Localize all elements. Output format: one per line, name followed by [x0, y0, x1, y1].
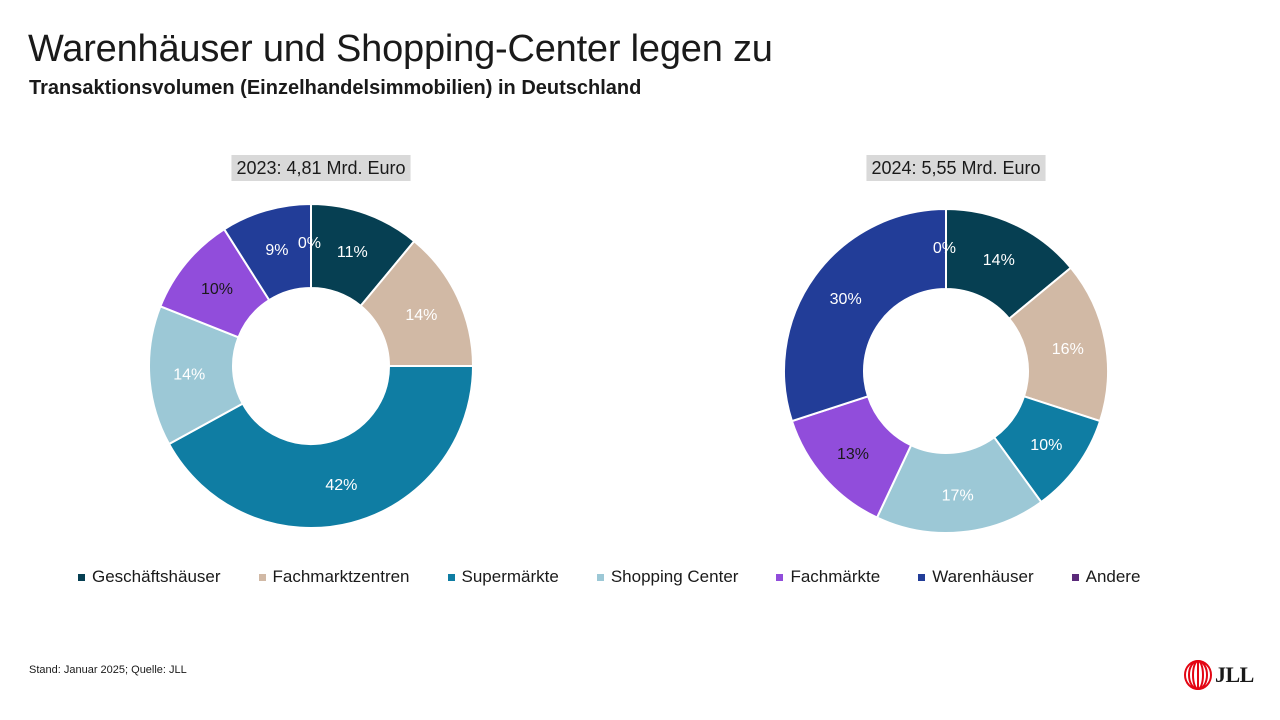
data-label-2-0: 14%: [983, 252, 1015, 269]
data-label-1-2: 42%: [325, 477, 357, 494]
legend-label-2: Supermärkte: [461, 567, 559, 586]
legend-label-5: Warenhäuser: [932, 567, 1034, 586]
data-label-2-4: 13%: [837, 446, 869, 463]
legend-item-2: Supermärkte: [447, 567, 559, 587]
jll-logo-text: JLL: [1215, 662, 1254, 687]
donut-slice-2-5: [783, 207, 947, 423]
donut-slice-2-3: [875, 435, 1043, 534]
data-label-2-3: 17%: [942, 487, 974, 504]
jll-logo-icon: [1184, 660, 1212, 690]
chart-title-2: 2024: 5,55 Mrd. Euro: [866, 155, 1046, 181]
legend-swatch-0: [78, 573, 85, 581]
legend-label-4: Fachmärkte: [790, 567, 881, 586]
legend-item-6: Andere: [1071, 567, 1141, 587]
legend-item-4: Fachmärkte: [776, 567, 880, 587]
data-label-1-5: 9%: [265, 242, 288, 259]
legend-swatch-6: [1071, 573, 1079, 581]
legend-item-5: Warenhäuser: [918, 567, 1034, 587]
data-label-1-4: 10%: [201, 281, 233, 298]
legend-swatch-4: [776, 573, 784, 581]
page-title: Warenhäuser und Shopping-Center legen zu: [28, 28, 773, 70]
legend-label-0: Geschäftshäuser: [92, 567, 221, 586]
legend-label-6: Andere: [1085, 567, 1141, 586]
data-label-1-0: 11%: [337, 244, 368, 261]
svg-text:2023: 4,81 Mrd. Euro: 2023: 4,81 Mrd. Euro: [236, 158, 405, 178]
data-label-2-5: 30%: [830, 291, 862, 308]
legend-item-1: Fachmarktzentren: [258, 567, 410, 587]
data-label-1-3: 14%: [173, 367, 205, 384]
legend-swatch-5: [918, 573, 926, 581]
legend-swatch-1: [258, 573, 266, 581]
legend-label-3: Shopping Center: [610, 567, 739, 586]
svg-text:2024: 5,55 Mrd. Euro: 2024: 5,55 Mrd. Euro: [871, 158, 1040, 178]
legend-item-0: Geschäftshäuser: [78, 567, 221, 587]
jll-logo: JLL: [1183, 660, 1254, 690]
legend-label-1: Fachmarktzentren: [272, 567, 410, 586]
legend-swatch-2: [447, 573, 455, 581]
source-footnote: Stand: Januar 2025; Quelle: JLL: [29, 664, 187, 676]
donut-slice-2-1: [1007, 266, 1109, 423]
data-label-2-1: 16%: [1052, 341, 1084, 358]
data-label-1-1: 14%: [405, 307, 437, 324]
chart-legend: Geschäftshäuser Fachmarktzentren Supermärk…: [78, 567, 1178, 587]
donut-slice-1-5: [222, 202, 312, 302]
data-label-2-6: 0%: [933, 240, 956, 257]
legend-swatch-3: [596, 573, 604, 581]
chart-title-1: 2023: 4,81 Mrd. Euro: [231, 155, 411, 181]
data-label-1-6: 0%: [298, 235, 321, 252]
donut-slice-1-2: [167, 365, 475, 529]
legend-item-3: Shopping Center: [596, 567, 739, 587]
page-subtitle: Transaktionsvolumen (Einzelhandelsimmobi…: [29, 77, 642, 99]
data-label-2-2: 10%: [1030, 437, 1062, 454]
